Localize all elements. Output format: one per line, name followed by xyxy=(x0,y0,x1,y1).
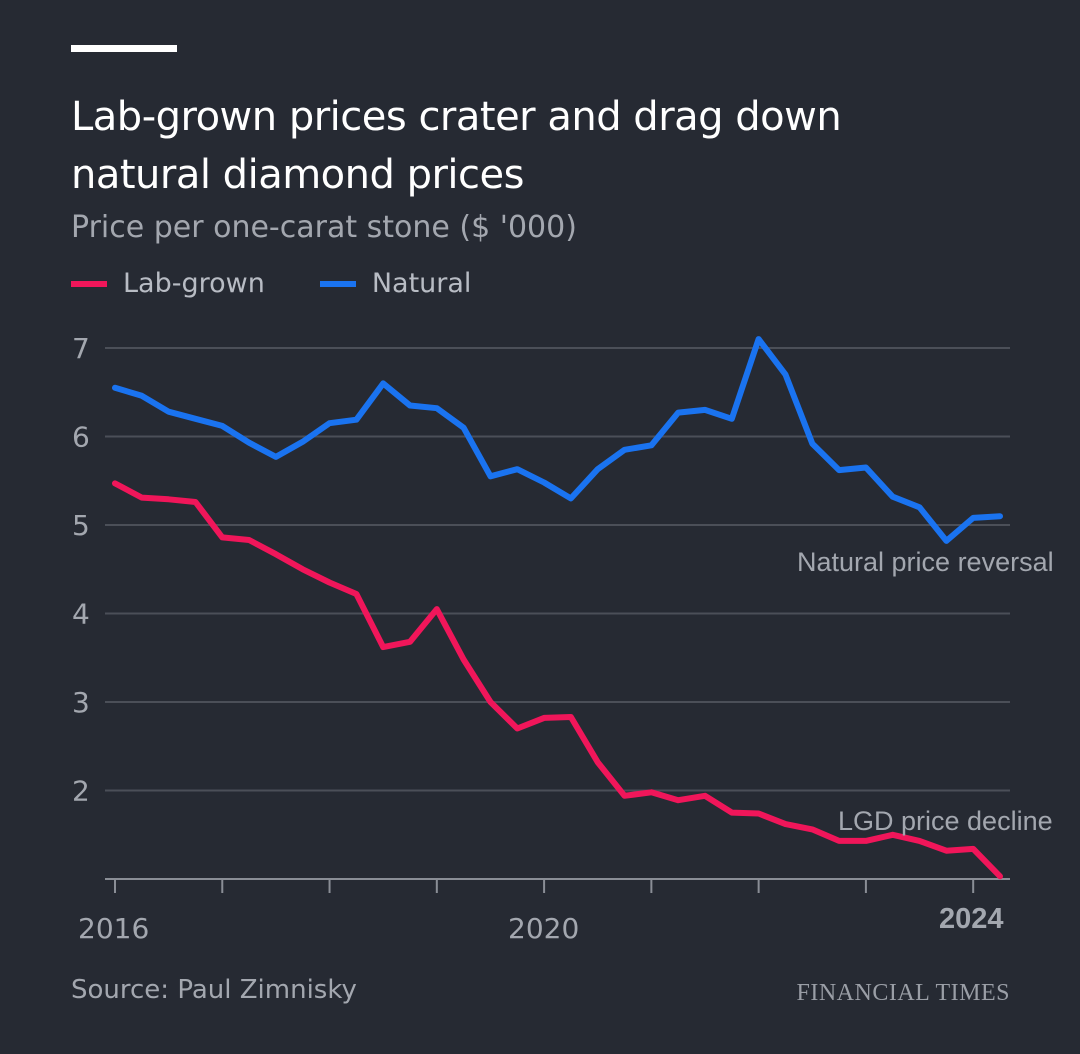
chart-title: Lab-grown prices crater and drag down na… xyxy=(71,94,842,198)
y-tick-label-7: 7 xyxy=(72,332,90,365)
legend: Lab-grown Natural xyxy=(71,268,471,299)
y-tick-label-2: 2 xyxy=(72,775,90,808)
series-line-lab-grown xyxy=(112,480,1003,880)
ft-logo: FINANCIAL TIMES xyxy=(796,980,1010,1006)
chart-subtitle: Price per one-carat stone ($ '000) xyxy=(71,210,577,245)
legend-swatch-lab-grown xyxy=(71,280,107,287)
legend-item-lab-grown: Lab-grown xyxy=(71,268,265,299)
legend-item-natural: Natural xyxy=(319,268,472,299)
annotation-natural: Natural price reversal xyxy=(797,547,1054,577)
series-line-natural xyxy=(112,336,1003,544)
y-tick-label-3: 3 xyxy=(72,686,90,719)
x-tick-label-2024: 2024 xyxy=(939,903,1004,935)
legend-label: Natural xyxy=(371,268,472,299)
y-tick-label-6: 6 xyxy=(72,421,90,454)
annotation-lgd: LGD price decline xyxy=(838,806,1053,836)
x-tick-label-2016: 2016 xyxy=(78,912,149,945)
legend-label: Lab-grown xyxy=(123,268,265,299)
y-tick-label-5: 5 xyxy=(72,509,90,542)
y-tick-label-4: 4 xyxy=(72,598,90,631)
x-tick-label-2020: 2020 xyxy=(508,912,579,945)
source-note: Source: Paul Zimnisky xyxy=(71,975,357,1005)
legend-swatch-natural xyxy=(319,280,356,287)
title-accent-bar xyxy=(71,45,177,52)
